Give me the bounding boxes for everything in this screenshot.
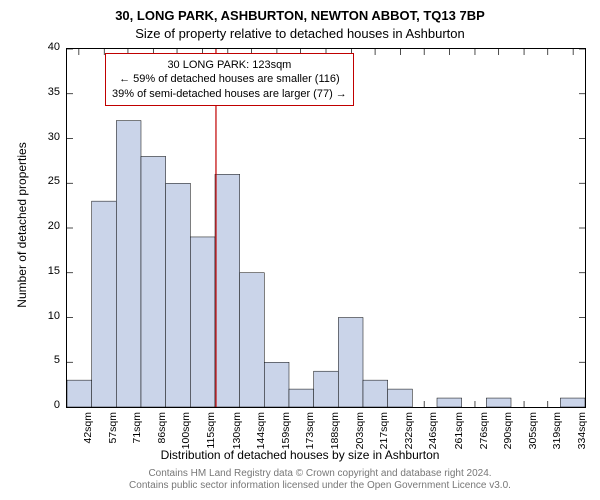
histogram-bar <box>240 273 265 407</box>
histogram-bar <box>190 237 215 407</box>
histogram-bar <box>67 380 92 407</box>
callout-line-2: ← 59% of detached houses are smaller (11… <box>112 72 347 86</box>
y-tick-label: 10 <box>30 310 60 322</box>
y-tick-label: 5 <box>30 354 60 366</box>
histogram-bar <box>264 362 289 407</box>
histogram-bar <box>486 398 511 407</box>
histogram-bar <box>388 389 413 407</box>
footnote-line-1: Contains HM Land Registry data © Crown c… <box>148 468 491 479</box>
y-tick-label: 40 <box>30 41 60 53</box>
histogram-bar <box>141 156 166 407</box>
y-tick-label: 0 <box>30 399 60 411</box>
histogram-bar <box>560 398 585 407</box>
y-tick-label: 20 <box>30 220 60 232</box>
figure: 30, LONG PARK, ASHBURTON, NEWTON ABBOT, … <box>0 0 600 500</box>
histogram-bar <box>289 389 314 407</box>
histogram-bar <box>437 398 462 407</box>
x-axis-label: Distribution of detached houses by size … <box>0 448 600 462</box>
title-line-2: Size of property relative to detached ho… <box>0 26 600 41</box>
y-tick-label: 35 <box>30 86 60 98</box>
callout-box: 30 LONG PARK: 123sqm ← 59% of detached h… <box>105 53 354 106</box>
histogram-bar <box>92 201 117 407</box>
y-tick-label: 15 <box>30 265 60 277</box>
y-tick-label: 25 <box>30 175 60 187</box>
plot-area: 30 LONG PARK: 123sqm ← 59% of detached h… <box>66 48 586 408</box>
footnote: Contains HM Land Registry data © Crown c… <box>60 468 580 491</box>
histogram-bar <box>215 174 240 407</box>
footnote-line-2: Contains public sector information licen… <box>129 480 511 491</box>
y-tick-label: 30 <box>30 131 60 143</box>
callout-line-1: 30 LONG PARK: 123sqm <box>112 58 347 72</box>
histogram-bar <box>363 380 388 407</box>
y-axis-label: Number of detached properties <box>15 45 29 405</box>
title-line-1: 30, LONG PARK, ASHBURTON, NEWTON ABBOT, … <box>0 8 600 23</box>
callout-line-3: 39% of semi-detached houses are larger (… <box>112 87 347 101</box>
histogram-bar <box>314 371 339 407</box>
histogram-bar <box>166 183 191 407</box>
histogram-bar <box>338 318 363 408</box>
histogram-bar <box>116 121 141 407</box>
